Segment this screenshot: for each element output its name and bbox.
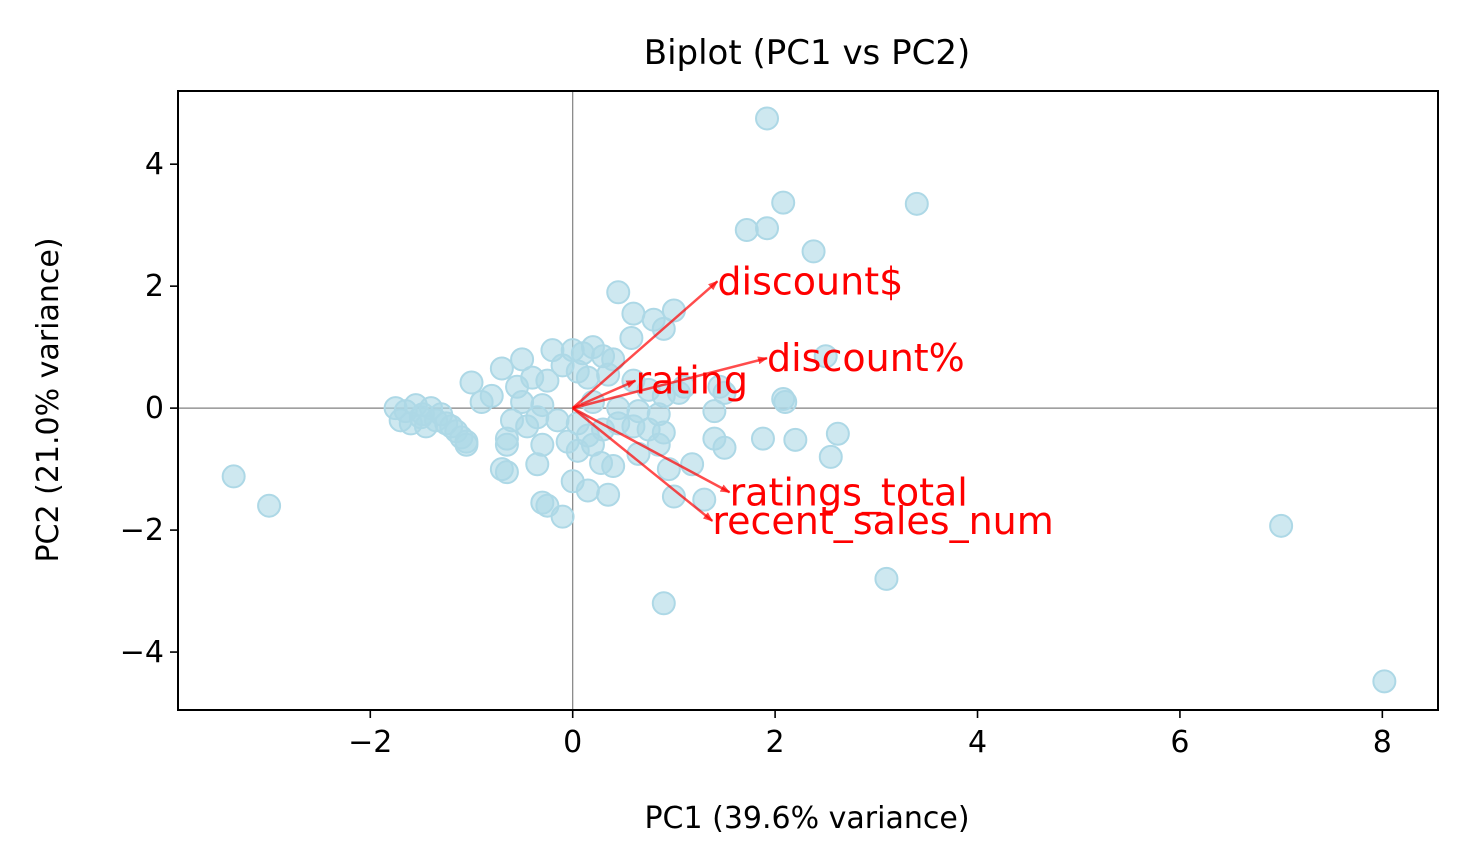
scatter-point	[621, 301, 646, 326]
scatter-point	[530, 432, 555, 457]
reference-lines	[178, 91, 1438, 710]
scatter-point	[755, 106, 780, 131]
loading-arrow	[572, 356, 768, 410]
scatter-point	[413, 414, 438, 439]
loading-arrow	[571, 280, 719, 410]
x-tick-label: 6	[1170, 725, 1189, 760]
scatter-point	[606, 280, 631, 305]
scatter-point	[469, 390, 494, 415]
scatter-point	[771, 190, 796, 215]
scatter-point	[712, 380, 737, 405]
scatter-point	[515, 414, 540, 439]
scatter-point	[494, 460, 519, 485]
loading-arrow	[572, 407, 731, 494]
scatter-point	[257, 493, 282, 518]
scatter-point	[813, 344, 838, 369]
y-axis-label: PC2 (21.0% variance)	[31, 237, 66, 562]
scatter-point	[494, 432, 519, 457]
scatter-point	[646, 432, 671, 457]
x-tick-label: 8	[1373, 725, 1392, 760]
scatter-point	[525, 452, 550, 477]
chart-title: Biplot (PC1 vs PC2)	[644, 33, 970, 73]
scatter-point	[825, 421, 850, 446]
scatter-point	[783, 427, 808, 452]
scatter-point	[750, 426, 775, 451]
loading-label: discount$	[717, 259, 903, 303]
y-tick-label: −4	[120, 635, 164, 670]
scatter-point	[454, 432, 479, 457]
scatter-point	[550, 504, 575, 529]
scatter-point	[545, 408, 570, 433]
scatter-point	[589, 451, 614, 476]
scatter-point	[656, 457, 681, 482]
scatter-point	[712, 435, 737, 460]
scatter-point	[619, 325, 644, 350]
x-axis-ticks: −2 0 2 4 6 8	[348, 710, 1392, 760]
y-tick-label: −2	[120, 513, 164, 548]
y-tick-label: 0	[145, 391, 164, 426]
loading-label: rating	[635, 359, 748, 403]
scatter-point	[510, 347, 535, 372]
scatter-point	[904, 191, 929, 216]
loading-label: ratings_total	[730, 470, 968, 514]
loading-arrow	[571, 407, 714, 522]
y-axis-ticks: −4 −2 0 2 4	[120, 147, 178, 670]
x-tick-label: −2	[348, 725, 392, 760]
scatter-point	[661, 484, 686, 509]
scatter-point	[818, 444, 843, 469]
scatter-point	[874, 566, 899, 591]
scatter-point	[535, 368, 560, 393]
scatter-point	[575, 365, 600, 390]
y-tick-label: 2	[145, 269, 164, 304]
scatter-point	[702, 399, 727, 424]
scatter-point	[221, 464, 246, 489]
scatter-point	[596, 482, 621, 507]
scatter-point	[575, 478, 600, 503]
x-axis-label: PC1 (39.6% variance)	[644, 801, 969, 836]
loading-label: recent_sales_num	[712, 499, 1053, 543]
scatter-point	[459, 370, 484, 395]
scatter-point	[692, 487, 717, 512]
x-tick-label: 2	[766, 725, 785, 760]
scatter-point	[489, 356, 514, 381]
plot-frame	[177, 90, 1439, 711]
scatter-point	[1269, 513, 1294, 538]
x-tick-label: 4	[968, 725, 987, 760]
scatter-point	[773, 390, 798, 415]
x-tick-label: 0	[563, 725, 582, 760]
scatter-points	[221, 106, 1397, 694]
scatter-point	[755, 216, 780, 241]
scatter-point	[801, 239, 826, 264]
scatter-point	[734, 218, 759, 243]
loading-arrow	[572, 379, 637, 410]
loading-label: discount%	[767, 336, 965, 380]
loading-vectors: discount$ discount% rating ratings_totalrec…	[571, 259, 1054, 543]
scatter-point	[651, 591, 676, 616]
scatter-point	[1372, 669, 1397, 694]
y-tick-label: 4	[145, 147, 164, 182]
